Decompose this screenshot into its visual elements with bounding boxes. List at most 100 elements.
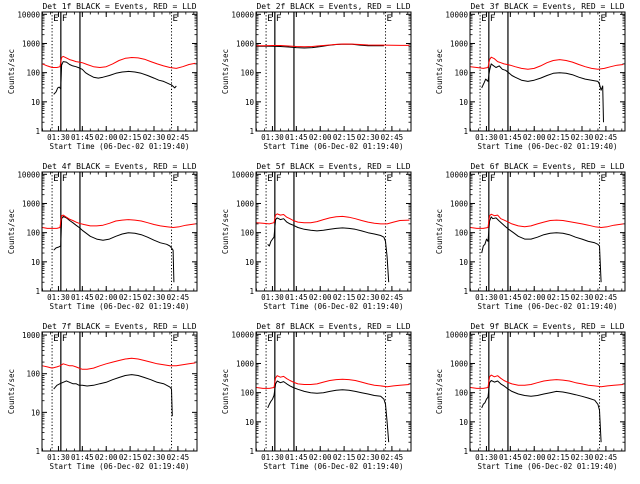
y-axis-label: Counts/sec [435,369,444,414]
x-tick-label: 02:30 [143,453,166,462]
events-rate-line [53,61,177,95]
x-tick-label: 01:45 [499,453,522,462]
x-tick-label: 02:15 [119,453,142,462]
y-tick-label: 1000 [236,39,255,48]
x-tick-label: 02:45 [595,453,618,462]
plot-frame [469,11,626,132]
x-tick-label: 02:45 [167,453,190,462]
y-tick-label: 10 [31,258,41,267]
x-tick-label: 02:45 [381,453,404,462]
x-tick-label: 02:30 [357,293,380,302]
y-tick-label: 1 [35,447,40,456]
interval-flag-label: F [276,334,281,344]
y-tick-label: 100 [26,69,40,78]
events-rate-line [267,380,390,443]
y-tick-label: 1 [249,127,254,136]
lld-rate-line [470,374,624,389]
interval-flag-label: E [267,14,272,24]
y-tick-label: 10000 [445,10,468,19]
plot-frame [41,331,198,452]
y-tick-label: 1 [463,127,468,136]
y-axis-label: Counts/sec [7,209,16,254]
panel-title: Det 7f BLACK = Events, RED = LLD [42,322,196,331]
interval-flag-label: F [490,334,495,344]
x-tick-label: 02:00 [523,293,546,302]
x-tick-label: 02:15 [333,453,356,462]
y-tick-label: 10000 [17,170,40,179]
y-tick-label: 10000 [445,170,468,179]
interval-flag-label: E [53,14,58,24]
panel-title: Det 9f BLACK = Events, RED = LLD [470,322,624,331]
x-tick-label: 01:30 [47,133,70,142]
x-tick-label: 02:00 [95,453,118,462]
y-tick-label: 100 [240,69,254,78]
x-tick-label: 02:00 [95,133,118,142]
plot-frame [255,11,412,132]
panel-title: Det 6f BLACK = Events, RED = LLD [470,162,624,171]
x-tick-label: 02:00 [523,133,546,142]
y-tick-label: 10 [31,408,41,417]
y-tick-label: 1 [249,287,254,296]
interval-flag-label: F [62,14,67,24]
y-tick-label: 1000 [22,199,41,208]
x-tick-label: 02:15 [333,133,356,142]
y-tick-label: 10 [459,98,469,107]
lld-rate-line [256,213,410,225]
events-rate-line [53,215,175,283]
y-tick-label: 10000 [445,330,468,339]
x-tick-label: 02:15 [547,453,570,462]
panel-title: Det 5f BLACK = Events, RED = LLD [256,162,410,171]
x-axis-label: Start Time (06-Dec-02 01:19:40) [264,302,404,311]
lld-rate-line [470,213,624,229]
interval-flag-label: E [481,174,486,184]
lld-rate-line [256,375,410,389]
interval-flag-label: E [601,174,606,184]
y-tick-label: 1000 [22,39,41,48]
plot-frame [41,171,198,292]
interval-flag-label: E [267,334,272,344]
interval-flag-label: F [490,174,495,184]
y-tick-label: 100 [26,229,40,238]
x-tick-label: 02:15 [119,293,142,302]
lld-rate-line [42,357,196,370]
y-tick-label: 1000 [236,199,255,208]
y-tick-label: 1000 [236,359,255,368]
y-tick-label: 1000 [450,199,469,208]
events-rate-line [481,63,604,123]
lld-rate-line [42,55,196,69]
x-tick-label: 01:45 [499,133,522,142]
plot-frame [469,171,626,292]
y-tick-label: 100 [454,69,468,78]
y-tick-label: 10 [459,418,469,427]
interval-flag-label: F [62,174,67,184]
events-rate-line [256,43,384,49]
x-tick-label: 02:45 [595,293,618,302]
x-axis-label: Start Time (06-Dec-02 01:19:40) [478,462,618,471]
x-tick-label: 01:30 [47,453,70,462]
interval-flag-label: E [173,174,178,184]
y-tick-label: 10000 [17,10,40,19]
x-tick-label: 02:30 [357,133,380,142]
x-tick-label: 02:45 [167,293,190,302]
y-tick-label: 1 [249,447,254,456]
lld-rate-line [42,214,196,229]
y-tick-label: 100 [240,389,254,398]
x-axis-label: Start Time (06-Dec-02 01:19:40) [264,142,404,151]
y-axis-label: Counts/sec [7,369,16,414]
x-tick-label: 02:15 [333,293,356,302]
x-axis-label: Start Time (06-Dec-02 01:19:40) [50,302,190,311]
x-tick-label: 01:45 [285,133,308,142]
interval-flag-label: E [267,174,272,184]
y-tick-label: 100 [454,229,468,238]
y-tick-label: 100 [454,389,468,398]
x-tick-label: 02:00 [95,293,118,302]
y-tick-label: 1 [463,287,468,296]
x-tick-label: 02:00 [309,293,332,302]
interval-flag-label: E [387,174,392,184]
y-axis-label: Counts/sec [435,49,444,94]
events-rate-line [53,374,173,417]
x-tick-label: 02:30 [143,293,166,302]
x-tick-label: 02:45 [381,293,404,302]
